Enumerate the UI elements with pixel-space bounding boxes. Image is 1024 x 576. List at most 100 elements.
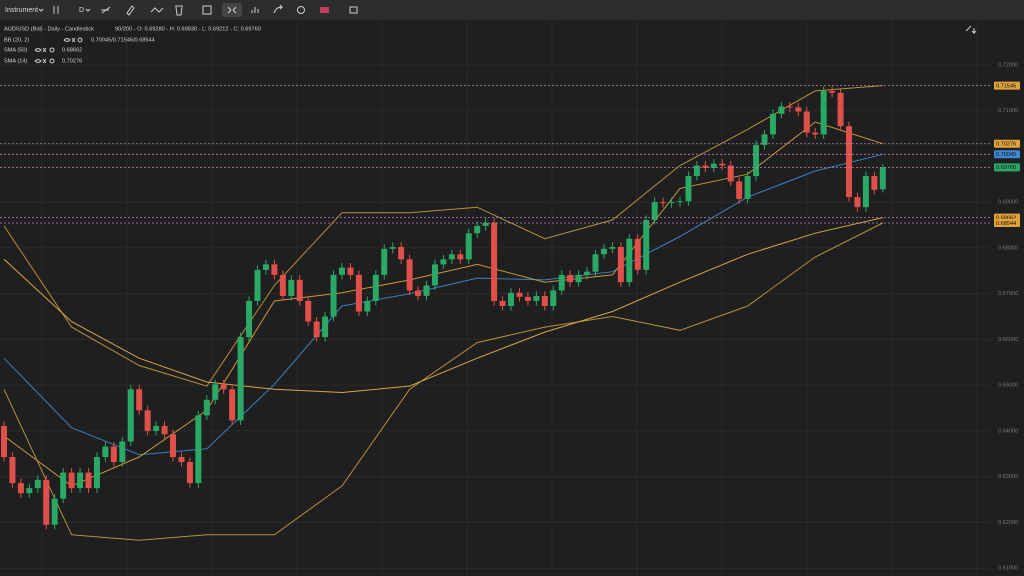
candle-body <box>220 384 227 390</box>
stats-button[interactable] <box>251 7 259 13</box>
ohlc-quote: 90/200 - O: 0.69280 - H: 0.69830 - L: 0.… <box>115 26 261 32</box>
y-tick-label: 0.68000 <box>998 245 1018 251</box>
candle-body <box>347 267 354 275</box>
candle-body <box>339 267 345 275</box>
candle-body <box>313 321 320 338</box>
indicator-line <box>3 217 883 394</box>
y-tick-label: 0.67000 <box>998 291 1018 297</box>
candle-body <box>448 254 455 260</box>
indicator-controls[interactable] <box>34 47 47 53</box>
candle-body <box>1 425 7 458</box>
candle-body <box>719 163 726 166</box>
candle-body <box>617 246 624 283</box>
candle-body <box>592 254 599 272</box>
legend-icons <box>34 37 83 64</box>
candle-body <box>753 144 760 177</box>
candle-body <box>355 274 362 312</box>
candle-body <box>533 295 540 301</box>
price-label: 0.70276 <box>996 142 1016 148</box>
candle-body <box>203 399 210 416</box>
candle-body <box>440 259 447 265</box>
candle-body <box>330 274 337 317</box>
price-label: 0.71546 <box>996 83 1016 89</box>
candle-body <box>178 457 185 463</box>
candle-body <box>769 113 776 135</box>
candle-body <box>102 446 109 458</box>
candle-body <box>26 488 33 494</box>
candle-body <box>693 165 700 177</box>
layout-button[interactable] <box>202 5 212 15</box>
candle-body <box>677 201 683 203</box>
y-tick-label: 0.65000 <box>998 383 1018 389</box>
candle-body <box>744 176 751 199</box>
candle-body <box>761 134 768 145</box>
price-label-box <box>994 163 1020 172</box>
share-button[interactable] <box>273 4 284 14</box>
indicator-value: 0.70276 <box>62 58 82 64</box>
indicator-controls[interactable] <box>34 58 47 64</box>
candle-body <box>846 126 852 198</box>
candle-body <box>600 248 607 255</box>
pencil-button[interactable] <box>126 5 135 16</box>
candle-body <box>237 337 244 421</box>
y-tick-label: 0.64000 <box>998 428 1018 434</box>
candle-body <box>634 238 641 270</box>
price-label-box <box>994 81 1020 90</box>
candle-body <box>668 202 675 204</box>
candle-body <box>541 295 548 307</box>
indicator-settings[interactable] <box>49 47 55 53</box>
candle-body <box>609 246 616 249</box>
candle-body <box>254 269 261 301</box>
candle-body <box>398 246 405 260</box>
chart-type-button[interactable] <box>53 6 59 14</box>
candle-body <box>136 389 143 411</box>
candle-body <box>837 92 844 127</box>
candle-body <box>43 479 50 525</box>
candle-body <box>229 389 236 421</box>
candle-body <box>279 274 286 296</box>
candle-body <box>643 219 650 270</box>
indicator-line <box>3 85 883 387</box>
indicator-settings[interactable] <box>49 58 55 64</box>
candle-body <box>415 290 422 296</box>
candle-body <box>482 222 489 226</box>
candle-body <box>51 498 58 525</box>
candle-body <box>499 300 506 307</box>
draw-line-button[interactable] <box>101 6 111 14</box>
y-tick-label: 0.69000 <box>998 200 1018 206</box>
indicator-settings[interactable] <box>77 37 83 43</box>
candle-body <box>381 248 388 275</box>
dropdown-caret[interactable] <box>85 8 91 12</box>
candle-body <box>364 300 371 312</box>
candle-body <box>795 107 802 112</box>
candle-body <box>508 292 514 307</box>
candle-body <box>727 165 734 182</box>
expand-icon[interactable] <box>965 25 977 35</box>
dropdown-caret[interactable] <box>38 8 44 12</box>
window-button[interactable] <box>349 6 358 14</box>
candle-body <box>710 163 717 168</box>
fullscreen-button[interactable] <box>227 6 237 14</box>
candle-body <box>550 290 557 307</box>
interval-menu[interactable]: D <box>79 7 84 14</box>
toolbar-icons <box>53 3 977 35</box>
candle-body <box>305 300 312 322</box>
indicator-controls[interactable] <box>63 37 76 43</box>
toolbar <box>0 0 1024 20</box>
fullscreen-button-bg[interactable] <box>222 3 242 17</box>
language-flag[interactable] <box>320 7 329 13</box>
price-label: 0.68662 <box>996 215 1016 221</box>
delete-button[interactable] <box>175 5 183 16</box>
indicator-line <box>3 121 883 487</box>
candle-body <box>431 264 438 286</box>
theme-button[interactable] <box>297 6 305 14</box>
candle-body <box>119 441 126 463</box>
indicator-button[interactable] <box>150 7 164 13</box>
indicator-name: SMA (14) <box>4 58 27 64</box>
candle-body <box>803 111 810 133</box>
instrument-menu[interactable]: Instrument <box>5 7 38 14</box>
candle-body <box>465 233 472 260</box>
candle-body <box>660 202 667 204</box>
candle-body <box>406 259 413 291</box>
